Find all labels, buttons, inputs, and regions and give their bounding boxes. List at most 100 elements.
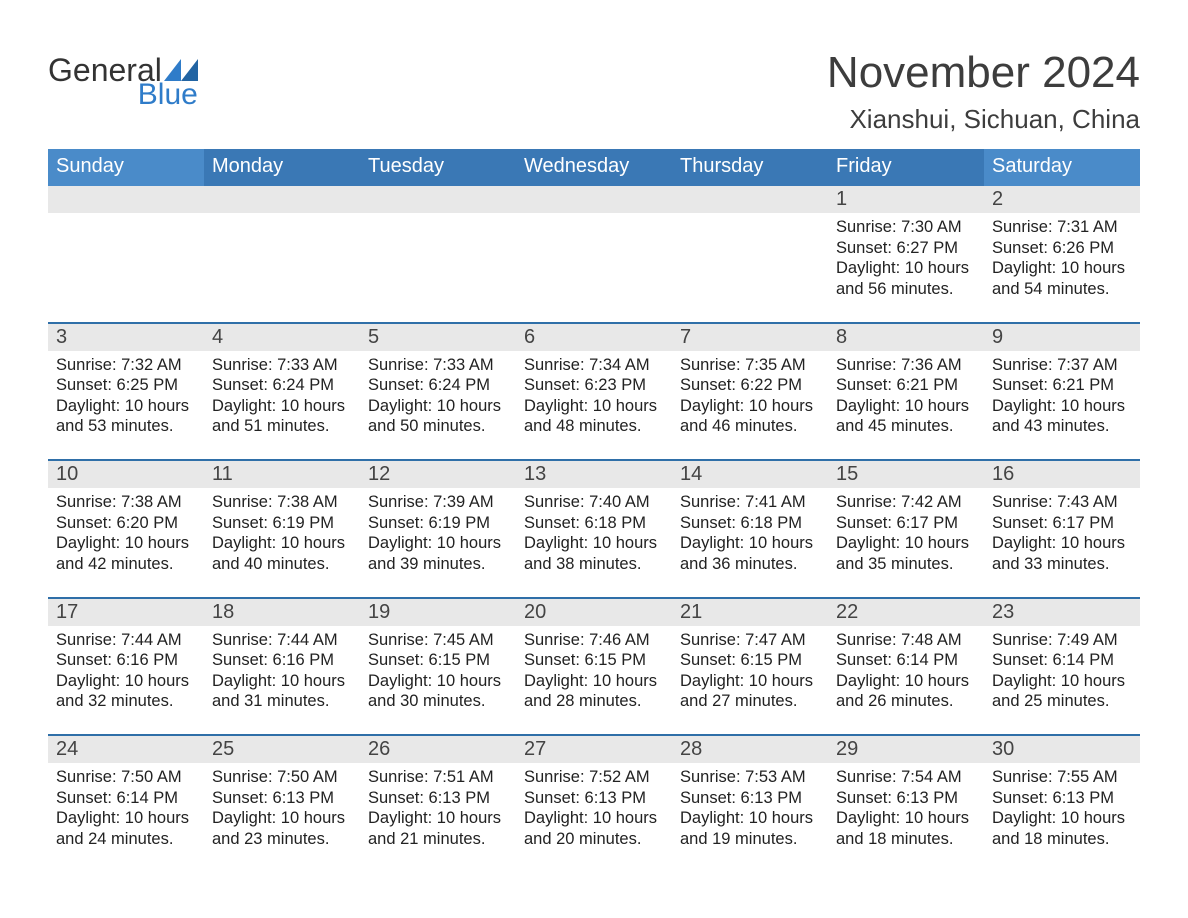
daylight-text: and 53 minutes.: [56, 416, 196, 437]
day-cell: Sunrise: 7:39 AMSunset: 6:19 PMDaylight:…: [360, 488, 516, 598]
daylight-text: and 30 minutes.: [368, 691, 508, 712]
day-number-cell: 12: [360, 461, 516, 488]
sunrise-text: Sunrise: 7:35 AM: [680, 355, 820, 376]
day-number-cell: [204, 186, 360, 213]
day-number-row: 12: [48, 186, 1140, 213]
daylight-text: Daylight: 10 hours: [212, 533, 352, 554]
sunset-text: Sunset: 6:15 PM: [368, 650, 508, 671]
sunset-text: Sunset: 6:17 PM: [992, 513, 1132, 534]
title-location: Xianshui, Sichuan, China: [827, 104, 1140, 135]
day-number-cell: 1: [828, 186, 984, 213]
day-number-cell: 11: [204, 461, 360, 488]
page: General Blue November 2024 Xianshui, Sic…: [0, 0, 1188, 918]
title-month: November 2024: [827, 48, 1140, 98]
daylight-text: and 31 minutes.: [212, 691, 352, 712]
day-number-cell: 22: [828, 599, 984, 626]
sunset-text: Sunset: 6:19 PM: [368, 513, 508, 534]
day-body-row: Sunrise: 7:44 AMSunset: 6:16 PM Daylight:…: [48, 626, 1140, 736]
day-number-cell: [360, 186, 516, 213]
day-number-cell: 26: [360, 736, 516, 763]
daylight-text: and 35 minutes.: [836, 554, 976, 575]
day-number-row: 10111213141516: [48, 461, 1140, 488]
day-number-cell: [672, 186, 828, 213]
sunset-text: Sunset: 6:17 PM: [836, 513, 976, 534]
day-cell: Sunrise: 7:41 AMSunset: 6:18 PMDaylight:…: [672, 488, 828, 598]
daylight-text: Daylight: 10 hours: [368, 808, 508, 829]
daylight-text: Daylight: 10 hours: [836, 671, 976, 692]
daylight-text: Daylight: 10 hours: [680, 533, 820, 554]
brand-logo: General Blue: [48, 54, 198, 110]
sunset-text: Sunset: 6:18 PM: [680, 513, 820, 534]
daylight-text: and 20 minutes.: [524, 829, 664, 850]
daylight-text: Daylight: 10 hours: [836, 258, 976, 279]
day-number-cell: 10: [48, 461, 204, 488]
day-cell: Sunrise: 7:50 AMSunset: 6:13 PMDaylight:…: [204, 763, 360, 872]
sunrise-text: Sunrise: 7:32 AM: [56, 355, 196, 376]
daylight-text: Daylight: 10 hours: [524, 396, 664, 417]
daylight-text: and 28 minutes.: [524, 691, 664, 712]
daylight-text: Daylight: 10 hours: [368, 671, 508, 692]
sunrise-text: Sunrise: 7:41 AM: [680, 492, 820, 513]
sunrise-text: Sunrise: 7:47 AM: [680, 630, 820, 651]
daylight-text: and 42 minutes.: [56, 554, 196, 575]
day-number-cell: [48, 186, 204, 213]
sunrise-text: Sunrise: 7:50 AM: [212, 767, 352, 788]
daylight-text: Daylight: 10 hours: [56, 533, 196, 554]
sunset-text: Sunset: 6:15 PM: [680, 650, 820, 671]
sunrise-text: Sunrise: 7:36 AM: [836, 355, 976, 376]
day-number-cell: 29: [828, 736, 984, 763]
weekday-header: Thursday: [672, 149, 828, 186]
day-number-cell: 23: [984, 599, 1140, 626]
sunrise-text: Sunrise: 7:30 AM: [836, 217, 976, 238]
sunset-text: Sunset: 6:13 PM: [680, 788, 820, 809]
day-body-row: Sunrise: 7:32 AMSunset: 6:25 PMDaylight:…: [48, 351, 1140, 461]
daylight-text: Daylight: 10 hours: [368, 396, 508, 417]
day-number-cell: 8: [828, 324, 984, 351]
day-cell: Sunrise: 7:55 AMSunset: 6:13 PMDaylight:…: [984, 763, 1140, 872]
weekday-header: Tuesday: [360, 149, 516, 186]
sunset-text: Sunset: 6:16 PM: [212, 650, 352, 671]
day-cell: Sunrise: 7:44 AMSunset: 6:16 PMDaylight:…: [204, 626, 360, 736]
daylight-text: and 48 minutes.: [524, 416, 664, 437]
day-number-cell: 6: [516, 324, 672, 351]
daylight-text: and 40 minutes.: [212, 554, 352, 575]
day-number-cell: 5: [360, 324, 516, 351]
day-number-cell: 19: [360, 599, 516, 626]
weekday-header: Monday: [204, 149, 360, 186]
daylight-text: and 43 minutes.: [992, 416, 1132, 437]
day-cell: Sunrise: 7:36 AMSunset: 6:21 PMDaylight:…: [828, 351, 984, 461]
day-cell: Sunrise: 7:53 AMSunset: 6:13 PMDaylight:…: [672, 763, 828, 872]
sunset-text: Sunset: 6:14 PM: [992, 650, 1132, 671]
daylight-text: Daylight: 10 hours: [992, 671, 1132, 692]
day-number-cell: 13: [516, 461, 672, 488]
daylight-text: and 24 minutes.: [56, 829, 196, 850]
daylight-text: and 21 minutes.: [368, 829, 508, 850]
day-number-cell: 15: [828, 461, 984, 488]
day-cell: Sunrise: 7:44 AMSunset: 6:16 PMDaylight:…: [48, 626, 204, 736]
daylight-text: and 51 minutes.: [212, 416, 352, 437]
day-cell: Sunrise: 7:46 AMSunset: 6:15 PMDaylight:…: [516, 626, 672, 736]
sunrise-text: Sunrise: 7:43 AM: [992, 492, 1132, 513]
sunset-text: Sunset: 6:21 PM: [836, 375, 976, 396]
sunrise-text: Sunrise: 7:44 AM: [212, 630, 352, 651]
day-cell: [672, 213, 828, 323]
day-number-cell: 16: [984, 461, 1140, 488]
sunset-text: Sunset: 6:25 PM: [56, 375, 196, 396]
sunrise-text: Sunrise: 7:42 AM: [836, 492, 976, 513]
sunset-text: Sunset: 6:14 PM: [56, 788, 196, 809]
day-cell: Sunrise: 7:35 AMSunset: 6:22 PMDaylight:…: [672, 351, 828, 461]
daylight-text: Daylight: 10 hours: [56, 396, 196, 417]
daylight-text: and 25 minutes.: [992, 691, 1132, 712]
sunrise-text: Sunrise: 7:54 AM: [836, 767, 976, 788]
sunrise-text: Sunrise: 7:45 AM: [368, 630, 508, 651]
sunrise-text: Sunrise: 7:38 AM: [212, 492, 352, 513]
daylight-text: and 54 minutes.: [992, 279, 1132, 300]
weekday-header: Friday: [828, 149, 984, 186]
day-number-cell: 21: [672, 599, 828, 626]
daylight-text: and 56 minutes.: [836, 279, 976, 300]
day-cell: Sunrise: 7:38 AMSunset: 6:20 PMDaylight:…: [48, 488, 204, 598]
calendar-body: 12Sunrise: 7:30 AMSunset: 6:27 PMDayligh…: [48, 186, 1140, 872]
sunrise-text: Sunrise: 7:33 AM: [368, 355, 508, 376]
day-number-cell: 28: [672, 736, 828, 763]
weekday-header: Sunday: [48, 149, 204, 186]
